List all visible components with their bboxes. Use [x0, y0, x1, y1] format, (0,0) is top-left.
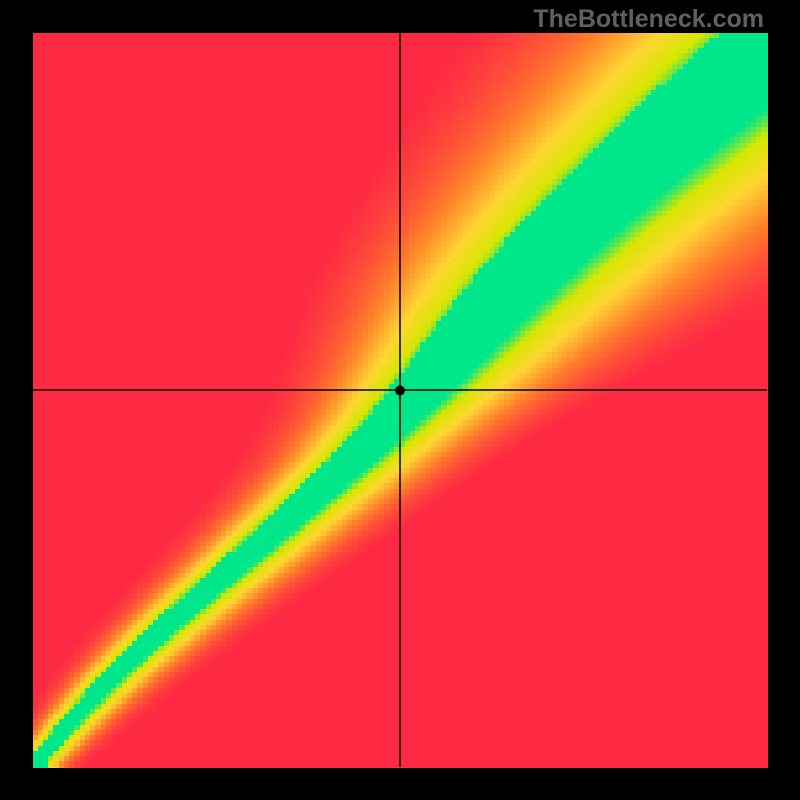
bottleneck-heatmap-canvas [0, 0, 800, 800]
chart-stage: TheBottleneck.com [0, 0, 800, 800]
watermark-text: TheBottleneck.com [533, 5, 764, 34]
